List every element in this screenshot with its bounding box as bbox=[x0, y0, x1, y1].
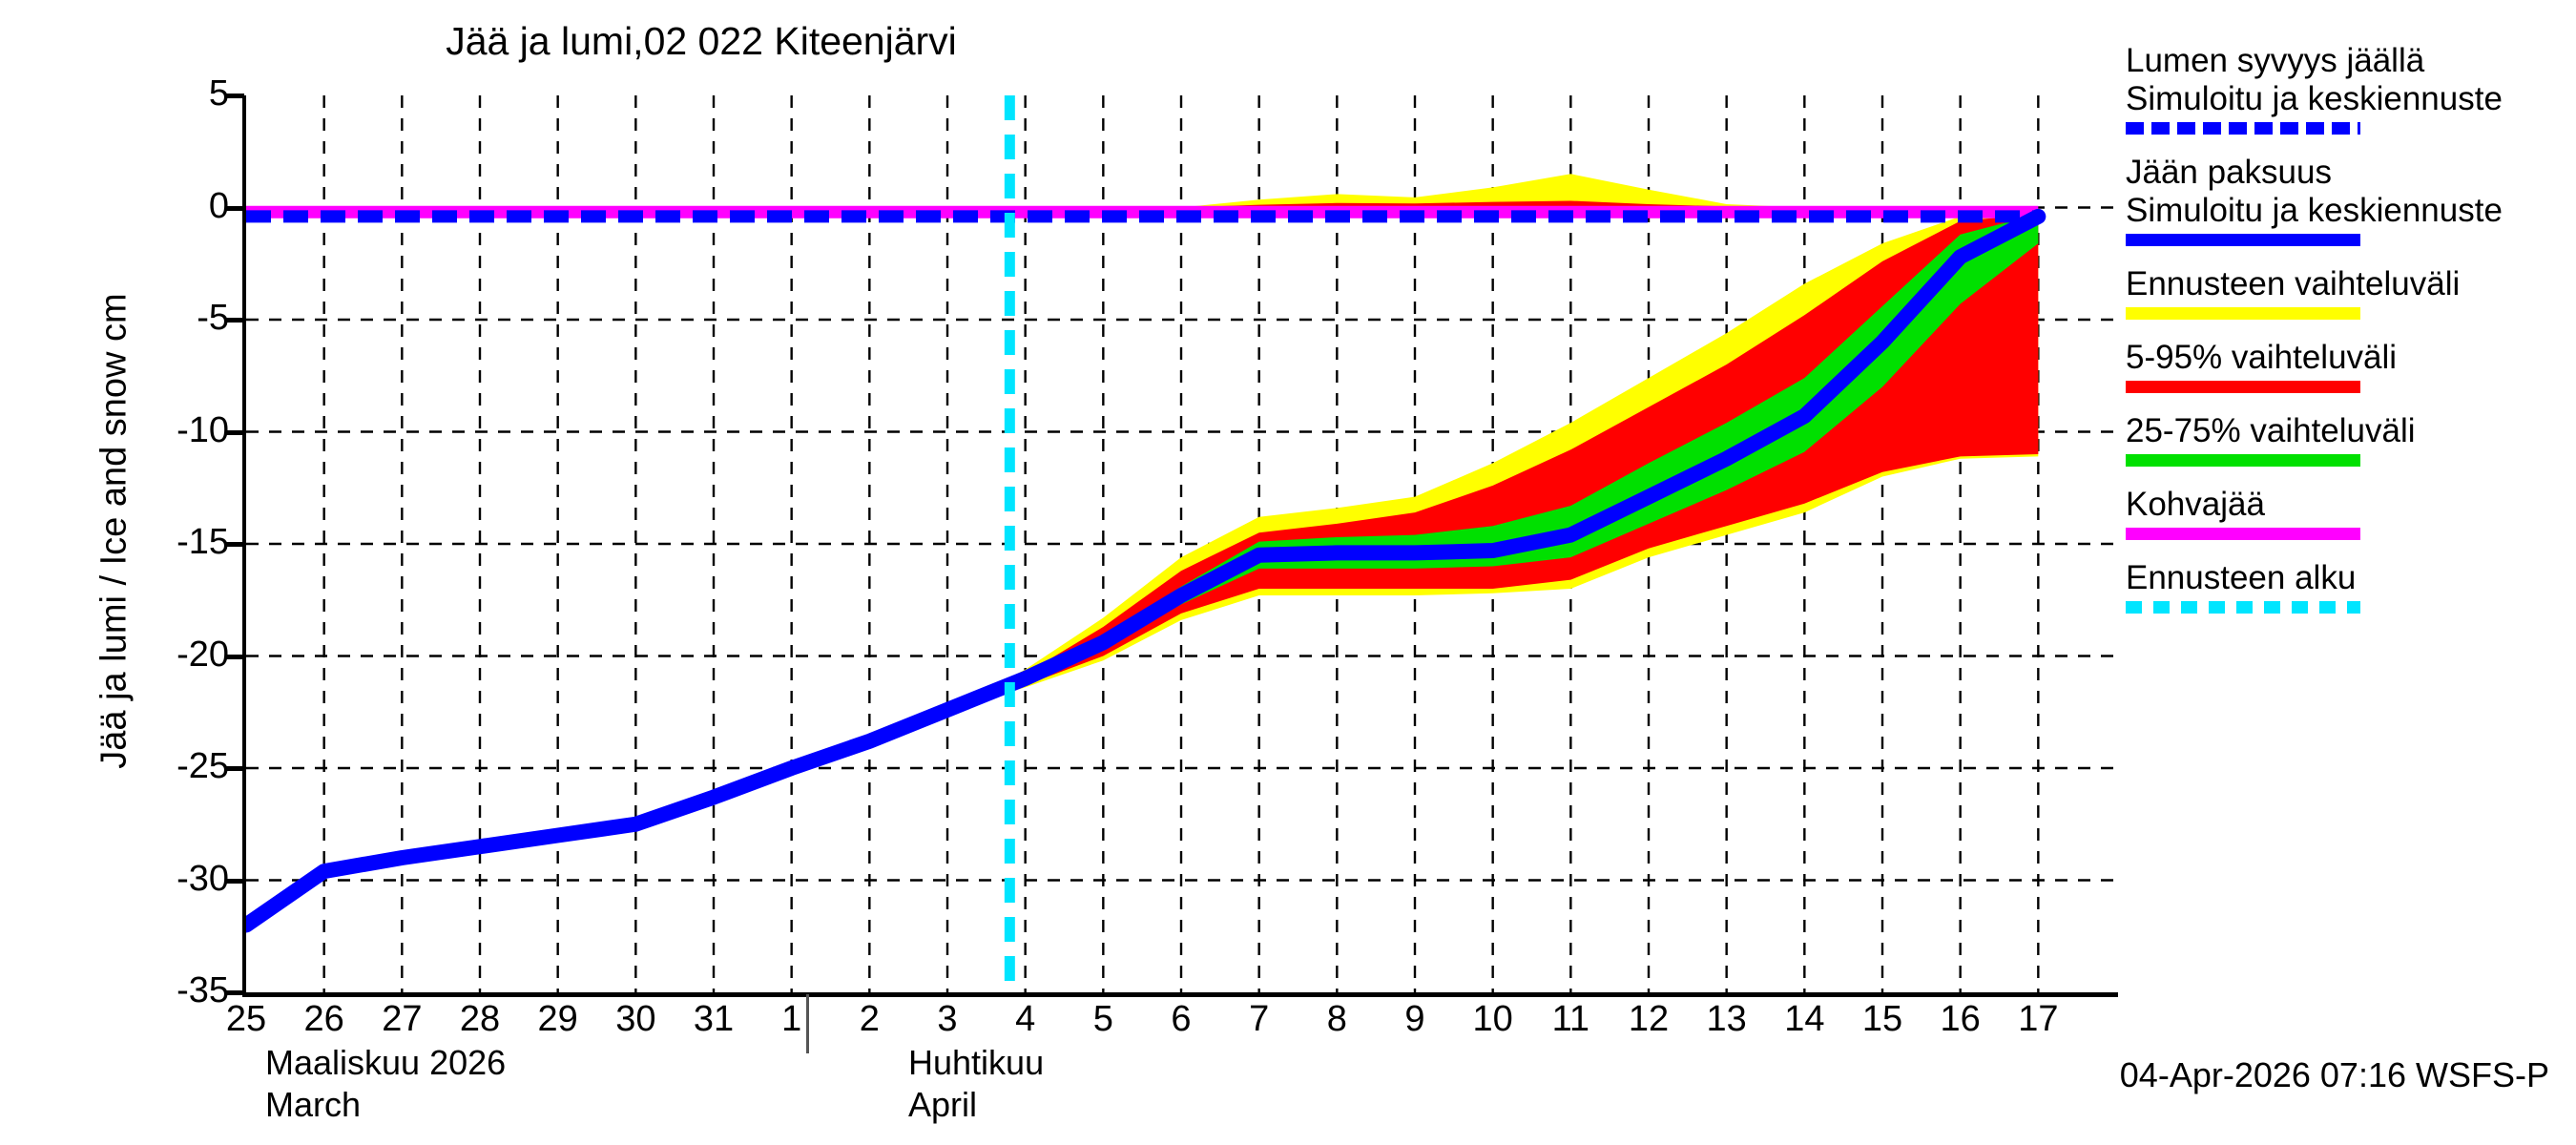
legend-entry-forecast-start: Ennusteen alku bbox=[2126, 559, 2574, 614]
y-tick-label: 5 bbox=[208, 73, 229, 114]
x-tick-label: 26 bbox=[303, 999, 344, 1039]
y-tick-label: -15 bbox=[177, 522, 229, 562]
month-divider bbox=[806, 994, 809, 1053]
month-label-en: March bbox=[265, 1085, 362, 1124]
y-tick-label: -10 bbox=[177, 409, 229, 450]
y-tick-label: 0 bbox=[208, 185, 229, 226]
x-tick-label: 3 bbox=[937, 999, 958, 1039]
y-axis-spine bbox=[242, 95, 247, 997]
legend-entry-slush-ice: Kohvajää bbox=[2126, 486, 2574, 540]
month-label-march: Maaliskuu 2026 March bbox=[265, 1042, 506, 1126]
month-label-april: Huhtikuu April bbox=[908, 1042, 1044, 1126]
x-tick-label: 11 bbox=[1551, 999, 1590, 1039]
y-tick-mark bbox=[225, 878, 244, 884]
y-tick-mark bbox=[225, 429, 244, 435]
y-tick-mark bbox=[225, 766, 244, 771]
y-tick-label: -25 bbox=[177, 746, 229, 786]
x-tick-label: 17 bbox=[2018, 999, 2059, 1039]
x-tick-label: 4 bbox=[1015, 999, 1036, 1039]
legend-label: Lumen syvyys jäällä bbox=[2126, 42, 2425, 79]
x-tick-label: 27 bbox=[382, 999, 423, 1039]
legend-label: Jään paksuus bbox=[2126, 154, 2332, 191]
month-label-fi: Maaliskuu 2026 bbox=[265, 1043, 507, 1082]
footer-timestamp: 04-Apr-2026 07:16 WSFS-P bbox=[2119, 1055, 2549, 1094]
x-tick-label: 2 bbox=[859, 999, 880, 1039]
legend-label: Kohvajää bbox=[2126, 486, 2265, 523]
x-tick-label: 10 bbox=[1472, 999, 1513, 1039]
y-tick-label: -20 bbox=[177, 634, 229, 675]
legend-swatch-forecast-start bbox=[2126, 601, 2360, 614]
x-tick-label: 8 bbox=[1326, 999, 1347, 1039]
y-axis-ticks: 5 0 -5 -10 -15 -20 -25 -30 -35 bbox=[0, 0, 244, 1145]
legend-label: 25-75% vaihteluväli bbox=[2126, 412, 2416, 449]
x-tick-label: 13 bbox=[1706, 999, 1747, 1039]
legend-swatch-snow-depth-on-ice bbox=[2126, 122, 2360, 135]
y-tick-mark bbox=[225, 205, 244, 211]
legend-label: Ennusteen vaihteluväli bbox=[2126, 265, 2461, 302]
legend-entry-ice-thickness: Jään paksuus Simuloitu ja keskiennuste bbox=[2126, 154, 2574, 246]
legend-label: Ennusteen alku bbox=[2126, 559, 2357, 596]
y-tick-mark bbox=[225, 990, 244, 995]
x-tick-label: 5 bbox=[1092, 999, 1113, 1039]
x-tick-label: 25 bbox=[225, 999, 267, 1039]
legend-entry-forecast-range: Ennusteen vaihteluväli bbox=[2126, 265, 2574, 320]
y-tick-mark bbox=[225, 654, 244, 659]
legend-entry-range-5-95: 5-95% vaihteluväli bbox=[2126, 339, 2574, 393]
month-label-en: April bbox=[908, 1085, 978, 1124]
legend-entry-range-25-75: 25-75% vaihteluväli bbox=[2126, 412, 2574, 467]
legend-swatch-slush-ice bbox=[2126, 528, 2360, 540]
x-tick-label: 16 bbox=[1940, 999, 1981, 1039]
legend-label: 5-95% vaihteluväli bbox=[2126, 339, 2398, 376]
legend-swatch-ice-thickness bbox=[2126, 234, 2360, 246]
x-tick-label: 15 bbox=[1861, 999, 1903, 1039]
legend-swatch-range-25-75 bbox=[2126, 454, 2360, 467]
x-tick-label: 7 bbox=[1249, 999, 1270, 1039]
legend-entry-snow-depth-on-ice: Lumen syvyys jäällä Simuloitu ja keskienn… bbox=[2126, 42, 2574, 135]
chart-plot-svg bbox=[246, 95, 2116, 992]
x-tick-label: 29 bbox=[537, 999, 578, 1039]
y-tick-mark bbox=[225, 542, 244, 547]
x-tick-label: 6 bbox=[1171, 999, 1192, 1039]
x-tick-label: 30 bbox=[615, 999, 656, 1039]
legend-sublabel: Simuloitu ja keskiennuste bbox=[2126, 80, 2503, 117]
y-tick-label: -35 bbox=[177, 970, 229, 1010]
x-tick-label: 31 bbox=[693, 999, 735, 1039]
x-tick-label: 28 bbox=[459, 999, 501, 1039]
legend-swatch-range-5-95 bbox=[2126, 381, 2360, 393]
x-tick-label: 1 bbox=[781, 999, 802, 1039]
x-tick-label: 9 bbox=[1404, 999, 1425, 1039]
y-tick-label: -5 bbox=[197, 298, 229, 338]
chart-legend: Lumen syvyys jäällä Simuloitu ja keskienn… bbox=[2126, 42, 2574, 633]
page-title: Jää ja lumi,02 022 Kiteenjärvi bbox=[446, 19, 957, 63]
y-tick-mark bbox=[225, 318, 244, 323]
x-tick-label: 14 bbox=[1784, 999, 1825, 1039]
x-tick-label: 12 bbox=[1628, 999, 1670, 1039]
month-label-fi: Huhtikuu bbox=[908, 1043, 1045, 1082]
x-axis-spine bbox=[242, 992, 2118, 997]
legend-swatch-forecast-range bbox=[2126, 307, 2360, 320]
legend-sublabel: Simuloitu ja keskiennuste bbox=[2126, 192, 2503, 229]
plot-area bbox=[246, 95, 2116, 992]
y-tick-label: -30 bbox=[177, 858, 229, 899]
y-tick-mark bbox=[225, 94, 244, 98]
